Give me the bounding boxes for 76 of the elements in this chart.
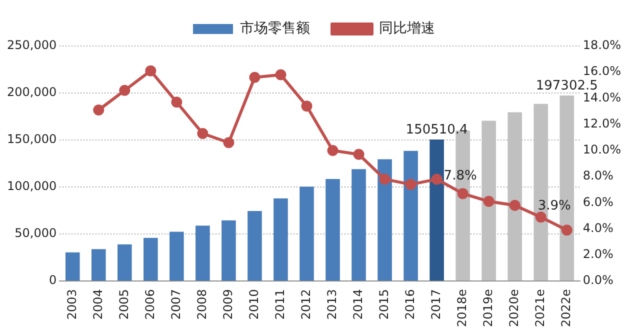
bar: [326, 179, 340, 281]
point: [353, 148, 364, 160]
y2-tick-label: 4.0%: [582, 220, 614, 235]
bar: [196, 226, 210, 281]
x-tick-label: 2019e: [480, 289, 495, 327]
bar: [300, 186, 314, 281]
x-tick-label: 2006: [142, 289, 157, 320]
y-tick-label: 150,000: [7, 132, 57, 146]
point: [457, 188, 468, 200]
y2-tick-label: 2.0%: [582, 247, 614, 262]
bar: [248, 211, 262, 281]
bar: [482, 120, 496, 281]
point: [561, 224, 572, 236]
legend-label: 同比增速: [379, 20, 435, 37]
bar: [170, 232, 184, 281]
y2-tick-label: 0.0%: [582, 273, 614, 288]
x-tick-label: 2021e: [532, 289, 547, 327]
y2-tick-label: 12.0%: [582, 116, 622, 130]
point: [119, 84, 130, 96]
point: [327, 144, 338, 156]
y-tick-label: 200,000: [7, 85, 57, 100]
bar: [144, 238, 158, 281]
bar: [404, 150, 418, 281]
bar: [91, 249, 106, 281]
point: [249, 72, 260, 83]
point: [93, 104, 104, 116]
point: [171, 96, 182, 108]
x-tick-label: 2018e: [454, 289, 469, 327]
bar: [274, 198, 288, 281]
point: [145, 65, 156, 76]
x-tick-label: 2011: [272, 289, 287, 320]
x-tick-label: 2020e: [506, 289, 521, 327]
y-tick-label: 50,000: [14, 226, 57, 240]
point: [483, 196, 494, 207]
y2-tick-label: 18.0%: [582, 38, 622, 52]
bar: [118, 244, 132, 281]
x-tick-label: 2008: [194, 289, 209, 320]
point: [197, 128, 208, 139]
point: [405, 178, 416, 190]
bar: [378, 159, 392, 281]
x-tick-label: 2007: [168, 289, 183, 320]
point: [223, 137, 234, 148]
point: [431, 174, 442, 185]
x-tick-label: 2010: [246, 289, 261, 320]
y2-tick-label: 8.0%: [582, 168, 614, 183]
point: [509, 200, 520, 211]
x-tick-label: 2015: [376, 289, 391, 320]
y2-tick-label: 6.0%: [582, 194, 614, 209]
y-tick-label: 250,000: [7, 38, 57, 52]
data-label: 150510.4: [406, 122, 468, 138]
x-tick-label: 2017: [428, 289, 443, 320]
bar: [430, 140, 444, 281]
point: [535, 212, 546, 223]
legend-label: 市场零售额: [240, 20, 310, 37]
point: [301, 100, 312, 112]
x-tick-label: 2014: [350, 289, 365, 320]
y2-tick-label: 10.0%: [582, 142, 622, 157]
bar: [508, 112, 522, 281]
y-tick-label: 0: [48, 273, 57, 288]
y2-tick-label: 16.0%: [582, 64, 622, 78]
bar: [352, 169, 366, 281]
x-tick-label: 2004: [90, 289, 105, 320]
bar: [65, 252, 80, 281]
x-tick-label: 2013: [324, 289, 339, 320]
bar: [222, 220, 236, 281]
data-label: 3.9%: [538, 198, 571, 214]
point: [275, 69, 286, 80]
y-tick-label: 100,000: [7, 179, 57, 194]
x-tick-label: 2003: [64, 289, 79, 320]
x-tick-label: 2022e: [558, 289, 573, 327]
x-tick-label: 2012: [298, 289, 313, 320]
x-tick-label: 2005: [116, 289, 131, 320]
data-label: 7.8%: [444, 168, 477, 184]
x-tick-label: 2009: [220, 289, 235, 320]
point: [379, 174, 390, 185]
x-tick-label: 2016: [402, 289, 417, 320]
